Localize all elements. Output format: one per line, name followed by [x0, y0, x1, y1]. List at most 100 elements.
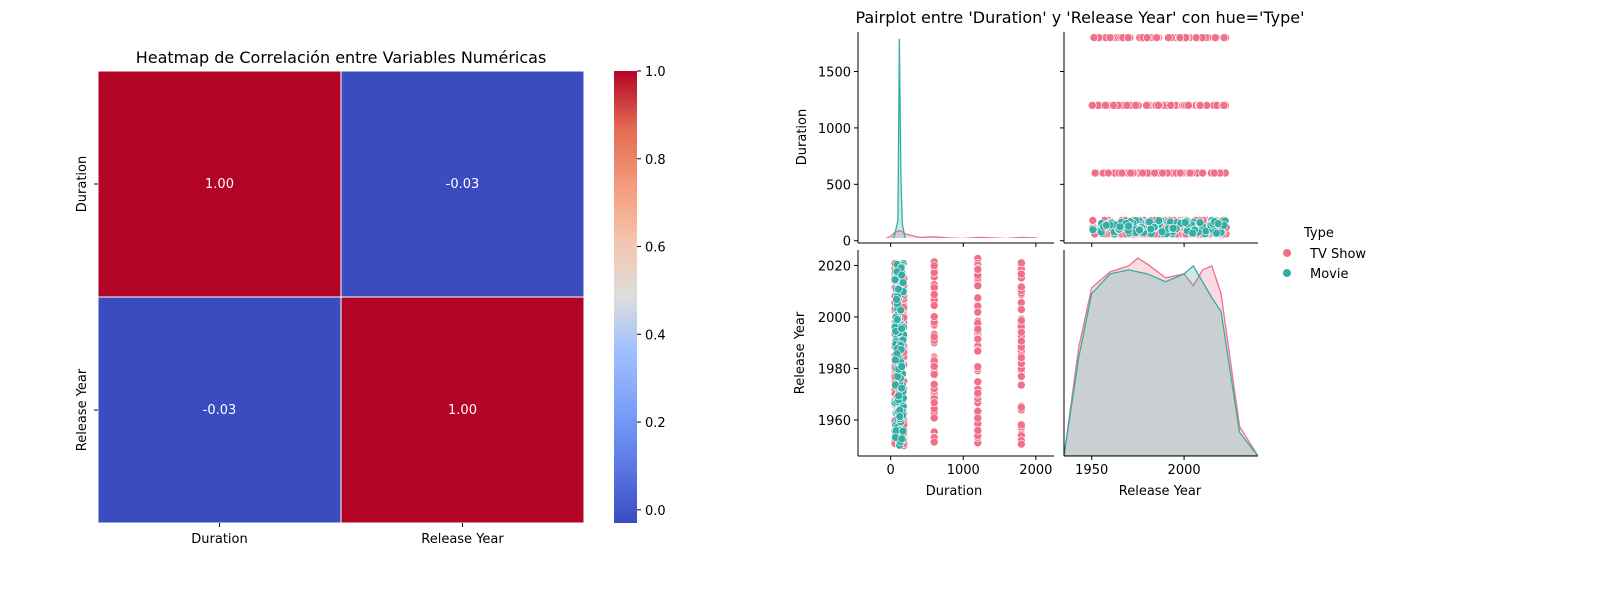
- pairplot-ylabel-duration: Duration: [795, 109, 810, 165]
- scatter-point-tv-show: [973, 377, 983, 387]
- scatter-point-tv-show: [1154, 101, 1163, 110]
- heatmap-cells: 1.00 -0.03 -0.03 1.00: [97, 70, 585, 524]
- heatmap-cell-1-1: [340, 296, 585, 524]
- pairplot-y-tick-label: 500: [826, 178, 851, 193]
- scatter-point-tv-show: [1017, 282, 1026, 292]
- colorbar-tick-label: 1.0: [645, 65, 666, 80]
- legend-title: Type: [1303, 226, 1334, 241]
- heatmap-x-ticks: Duration Release Year: [191, 523, 504, 547]
- pairplot-legend: Type TV Show Movie: [1283, 226, 1366, 282]
- colorbar-tick-label: 0.8: [645, 153, 666, 168]
- scatter-point-tv-show: [1142, 33, 1152, 42]
- scatter-point-movie: [1168, 223, 1178, 233]
- scatter-point-tv-show: [929, 362, 939, 371]
- scatter-point-movie: [1212, 228, 1221, 238]
- scatter-point-tv-show: [929, 370, 939, 379]
- scatter-point-movie: [891, 355, 900, 365]
- scatter-point-tv-show: [1109, 101, 1118, 110]
- scatter-point-movie: [1180, 218, 1190, 227]
- scatter-point-tv-show: [1017, 269, 1026, 279]
- scatter-point-movie: [894, 391, 904, 401]
- scatter-point-movie: [892, 315, 902, 324]
- scatter-point-movie: [1088, 225, 1098, 235]
- scatter-point-tv-show: [1104, 168, 1113, 178]
- legend-marker-tv-show: [1283, 249, 1291, 257]
- scatter-point-tv-show: [929, 290, 939, 299]
- heatmap-cell-label-1-0: -0.03: [203, 403, 237, 418]
- heatmap-cell-label-0-0: 1.00: [205, 177, 234, 192]
- scatter-point-movie: [898, 426, 908, 436]
- colorbar-tick-label: 0.6: [645, 241, 666, 256]
- pairplot-y-tick-label: 2020: [818, 259, 851, 274]
- scatter-point-movie: [894, 284, 903, 294]
- scatter-point-movie: [897, 383, 907, 393]
- scatter-point-tv-show: [1142, 101, 1151, 110]
- colorbar-ticks: 0.0 0.2 0.4 0.6 0.8 1.0: [637, 65, 666, 519]
- scatter-point-movie: [897, 434, 907, 444]
- kde-movie-duration: [891, 38, 907, 238]
- scatter-point-tv-show: [1017, 316, 1026, 325]
- pairplot-panel-duration-vs-year: [1063, 32, 1258, 244]
- kde-tv-show-release-year: [1064, 257, 1258, 456]
- scatter-point-movie: [1154, 216, 1164, 225]
- scatter-point-movie: [1115, 222, 1125, 232]
- heatmap-cell-label-0-1: -0.03: [446, 177, 480, 192]
- heatmap-x-tick-label: Duration: [191, 532, 247, 547]
- scatter-point-tv-show: [1150, 168, 1160, 178]
- scatter-point-tv-show: [1017, 327, 1026, 337]
- scatter-point-tv-show: [929, 398, 939, 408]
- heatmap-y-tick-label: Release Year: [75, 368, 90, 451]
- scatter-point-tv-show: [1101, 101, 1110, 110]
- scatter-point-tv-show: [929, 437, 939, 447]
- scatter-point-movie: [1157, 227, 1167, 237]
- heatmap-chart: Heatmap de Correlación entre Variables N…: [75, 48, 666, 547]
- scatter-point-tv-show: [1131, 101, 1140, 110]
- scatter-point-tv-show: [1219, 33, 1229, 42]
- scatter-point-tv-show: [1210, 33, 1220, 42]
- pairplot-panel-duration-kde: [857, 32, 1054, 244]
- scatter-point-tv-show: [973, 307, 983, 317]
- pairplot-title: Pairplot entre 'Duration' y 'Release Yea…: [855, 8, 1304, 27]
- colorbar-tick-label: 0.2: [645, 416, 666, 431]
- scatter-point-tv-show: [1166, 101, 1176, 110]
- scatter-point-movie: [1124, 221, 1133, 231]
- pairplot-ylabel-release-year: Release Year: [793, 311, 808, 394]
- scatter-point-tv-show: [1164, 33, 1173, 42]
- scatter-point-tv-show: [1122, 101, 1132, 110]
- colorbar-tick-label: 0.0: [645, 504, 666, 519]
- scatter-point-tv-show: [1158, 168, 1167, 178]
- scatter-point-tv-show: [1090, 168, 1100, 178]
- scatter-point-tv-show: [1126, 168, 1135, 178]
- scatter-point-tv-show: [1195, 101, 1205, 110]
- pairplot-x-tick-label: 2000: [1168, 463, 1201, 478]
- pairplot-xlabel-release-year: Release Year: [1119, 484, 1202, 499]
- scatter-point-tv-show: [973, 334, 983, 344]
- scatter-point-tv-show: [1209, 168, 1219, 178]
- scatter-point-movie: [1195, 218, 1205, 227]
- scatter-point-tv-show: [1017, 380, 1026, 390]
- scatter-point-tv-show: [1017, 439, 1026, 449]
- scatter-point-tv-show: [929, 301, 939, 310]
- scatter-point-tv-show: [1152, 33, 1161, 42]
- scatter-point-movie: [895, 412, 905, 421]
- pairplot-y-tick-label: 1000: [818, 122, 851, 137]
- scatter-point-tv-show: [929, 413, 939, 423]
- pairplot-x-tick-label: 0: [887, 463, 895, 478]
- pairplot-x-tick-label: 2000: [1019, 463, 1052, 478]
- scatter-point-tv-show: [973, 426, 983, 435]
- scatter-point-tv-show: [973, 265, 983, 274]
- scatter-point-tv-show: [1175, 33, 1185, 42]
- scatter-point-tv-show: [973, 346, 983, 356]
- scatter-point-tv-show: [973, 388, 983, 398]
- heatmap-y-ticks: Duration Release Year: [75, 156, 98, 451]
- scatter-point-movie: [1146, 224, 1156, 234]
- scatter-point-movie: [892, 295, 901, 304]
- scatter-point-tv-show: [1105, 33, 1115, 42]
- legend-label-tv-show: TV Show: [1309, 247, 1366, 262]
- scatter-point-tv-show: [1185, 168, 1195, 178]
- legend-label-movie: Movie: [1310, 267, 1348, 282]
- scatter-point-movie: [896, 305, 906, 315]
- scatter-point-tv-show: [1138, 168, 1148, 178]
- legend-marker-movie: [1283, 269, 1291, 277]
